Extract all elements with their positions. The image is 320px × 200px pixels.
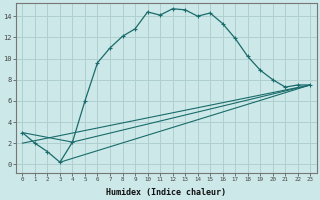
X-axis label: Humidex (Indice chaleur): Humidex (Indice chaleur) — [106, 188, 226, 197]
